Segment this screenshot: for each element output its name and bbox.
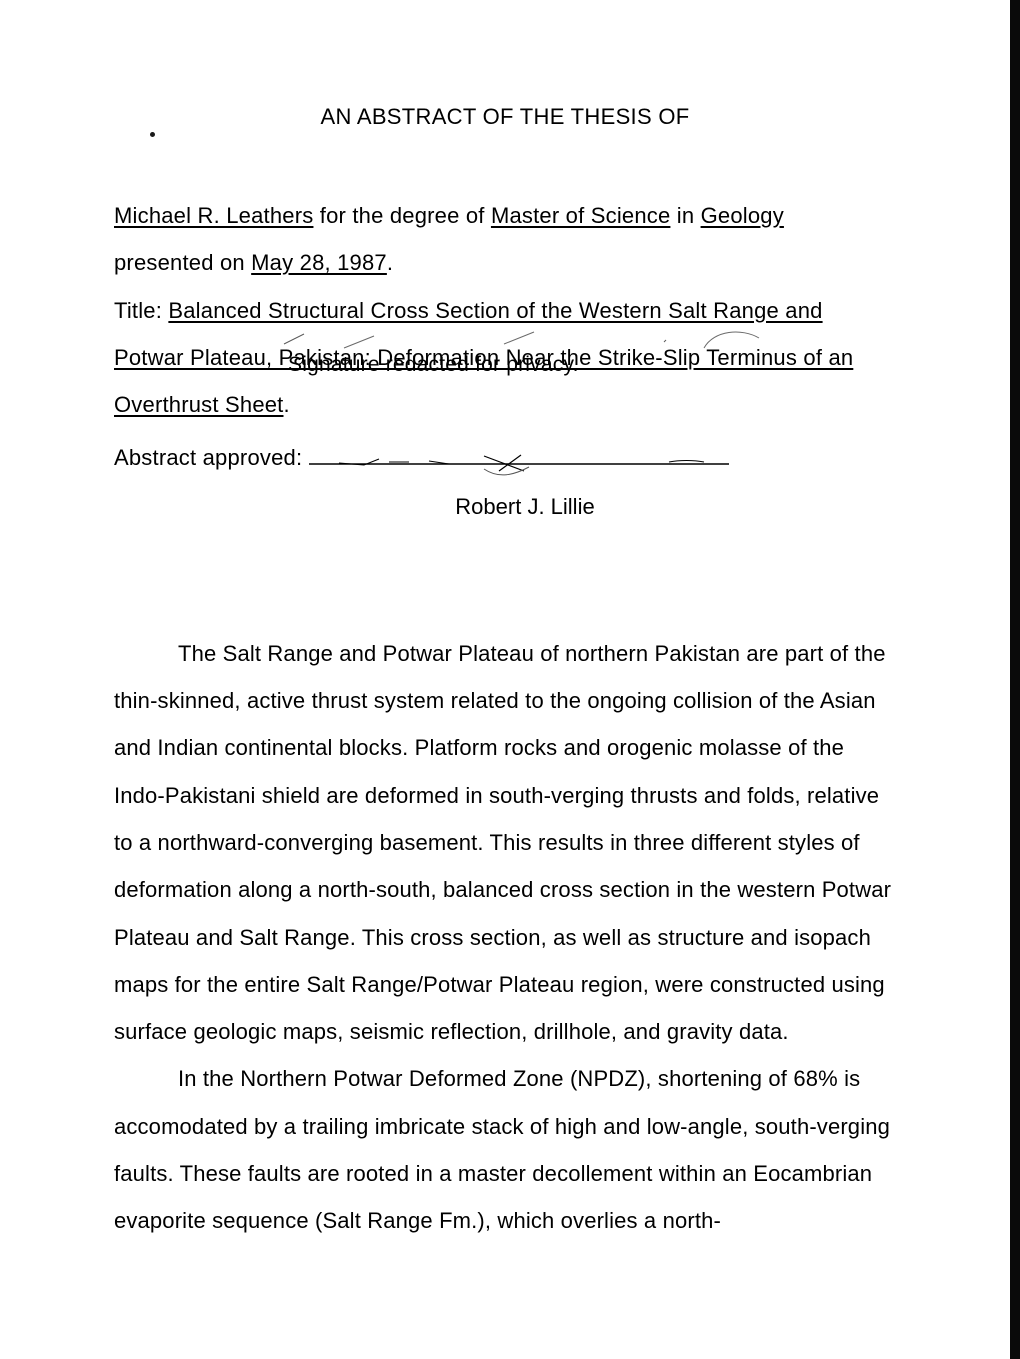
text-fragment: in xyxy=(670,203,700,228)
author-name: Michael R. Leathers xyxy=(114,203,313,228)
text-fragment: presented on xyxy=(114,250,251,275)
paragraph-text: In the Northern Potwar Deformed Zone (NP… xyxy=(114,1066,890,1233)
abstract-paragraph-2: In the Northern Potwar Deformed Zone (NP… xyxy=(114,1055,896,1244)
presented-date: May 28, 1987 xyxy=(251,250,387,275)
thesis-title-line-3: Overthrust Sheet xyxy=(114,392,284,417)
page-title: AN ABSTRACT OF THE THESIS OF xyxy=(114,104,896,130)
abstract-paragraph-1: The Salt Range and Potwar Plateau of nor… xyxy=(114,630,896,1056)
signature-redacted-notice: Signature redacted for privacy. xyxy=(288,353,579,377)
abstract-approved-row: Abstract approved: xyxy=(114,434,896,481)
front-matter: Michael R. Leathers for the degree of Ma… xyxy=(114,192,896,428)
speck-icon xyxy=(150,132,155,137)
text-fragment: . xyxy=(284,392,290,417)
signature-line-icon xyxy=(309,446,729,474)
field-name: Geology xyxy=(701,203,784,228)
text-fragment: . xyxy=(387,250,393,275)
title-label: Title: xyxy=(114,298,168,323)
approver-name: Robert J. Lillie xyxy=(154,494,896,520)
abstract-page: AN ABSTRACT OF THE THESIS OF Michael R. … xyxy=(0,0,1010,1359)
paragraph-text: The Salt Range and Potwar Plateau of nor… xyxy=(114,641,891,1044)
abstract-approved-label: Abstract approved: xyxy=(114,445,302,470)
text-fragment: for the degree of xyxy=(313,203,490,228)
thesis-title-line-1: Balanced Structural Cross Section of the… xyxy=(168,298,822,323)
degree-name: Master of Science xyxy=(491,203,670,228)
